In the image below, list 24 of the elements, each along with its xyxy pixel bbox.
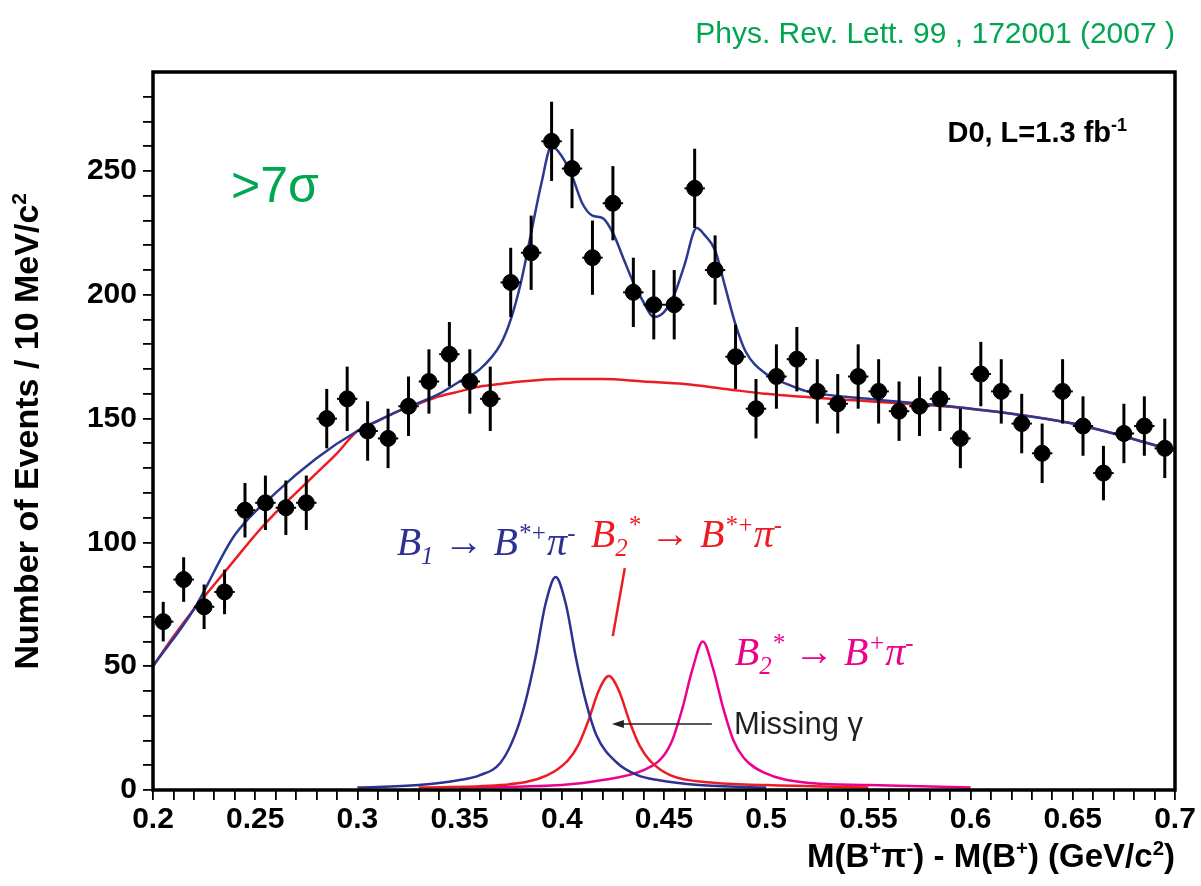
y-tick-label: 150 — [86, 399, 137, 433]
y-tick-label: 100 — [86, 523, 137, 557]
annotation: D0, L=1.3 fb$^{-1}$ — [947, 115, 1127, 148]
x-tick-label: 0.65 — [1043, 801, 1102, 835]
x-tick-label: 0.35 — [430, 801, 489, 835]
series-label: B$_{1}$ → B$^{*+}$π$^{-}$ — [396, 519, 576, 570]
text: B$_{2}$$^{*}$ → B$^{*+}$π$^{-}$ — [590, 511, 782, 562]
series-label: B$_{2}$$^{*}$ → B$^{+}$π$^{-}$ — [734, 629, 914, 680]
x-tick-label: 0.55 — [839, 801, 898, 835]
y-tick-label: 50 — [103, 647, 137, 681]
text: Phys. Rev. Lett. 99 , 172001 (2007 ) — [695, 16, 1175, 49]
x-tick-label: 0.3 — [336, 801, 379, 835]
annotation: >7σ — [231, 157, 319, 213]
x-tick-label: 0.25 — [226, 801, 285, 835]
annotation: Missing γ — [733, 706, 864, 742]
x-tick-label: 0.7 — [1154, 801, 1196, 835]
text: M(B$^{+}$π$^{-}$) - M(B$^{+}$) (GeV/c$^{2}$) — [807, 836, 1175, 874]
x-tick-label: 0.45 — [634, 801, 694, 835]
x-tick-label: 0.6 — [949, 801, 992, 835]
line-series — [417, 674, 870, 789]
y-tick-label: 250 — [86, 152, 137, 186]
x-tick-label: 0.5 — [745, 801, 788, 835]
x-tick-label: 0.4 — [540, 801, 583, 835]
y-tick-label: 200 — [86, 276, 137, 310]
